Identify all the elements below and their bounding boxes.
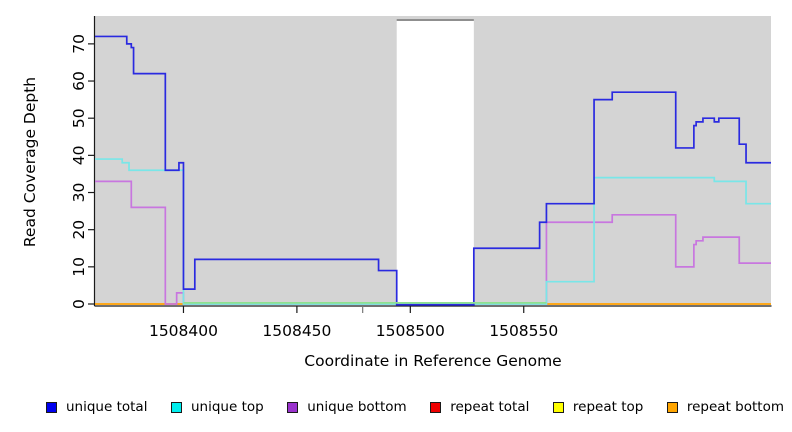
legend-swatch-icon bbox=[287, 401, 299, 413]
legend-swatch-icon bbox=[430, 401, 442, 413]
legend-item-unique-bottom: unique bottom bbox=[287, 399, 407, 415]
legend-item-unique-total: unique total bbox=[46, 399, 147, 415]
zero-coverage-gap bbox=[396, 21, 474, 305]
legend-swatch-icon bbox=[552, 401, 564, 413]
legend-label: repeat total bbox=[450, 399, 530, 415]
y-tick-label: 20 bbox=[70, 220, 88, 240]
y-tick-label: 10 bbox=[70, 257, 88, 277]
legend: unique total unique top unique bottom repea… bbox=[46, 399, 784, 415]
legend-label: repeat bottom bbox=[686, 399, 784, 415]
legend-label: unique top bbox=[191, 399, 264, 415]
legend-item-repeat-total: repeat total bbox=[430, 399, 529, 415]
x-tick-label: 1508450 bbox=[262, 322, 331, 340]
legend-label: unique bottom bbox=[307, 399, 407, 415]
y-tick-label: 0 bbox=[70, 299, 88, 309]
legend-swatch-icon bbox=[171, 401, 182, 413]
y-tick-label: 30 bbox=[70, 183, 88, 203]
series-unique-total-line bbox=[95, 35, 771, 306]
y-tick-label: 50 bbox=[70, 108, 88, 128]
y-tick-label: 60 bbox=[70, 71, 88, 91]
series-unique-bottom-line bbox=[95, 180, 771, 305]
legend-label: repeat top bbox=[572, 399, 644, 415]
legend-item-repeat-top: repeat top bbox=[552, 399, 644, 415]
x-tick-label: 1508550 bbox=[489, 322, 558, 340]
y-tick-label: 70 bbox=[70, 34, 88, 54]
legend-swatch-icon bbox=[46, 401, 57, 413]
y-axis-title: Read Coverage Depth bbox=[21, 76, 39, 248]
series-unique-top-line bbox=[95, 158, 771, 305]
legend-item-repeat-bottom: repeat bottom bbox=[666, 399, 784, 415]
y-tick-label: 40 bbox=[70, 145, 88, 165]
x-tick-label: 1508400 bbox=[149, 322, 218, 340]
x-tick-label: 1508500 bbox=[376, 322, 445, 340]
x-axis-title: Coordinate in Reference Genome bbox=[304, 352, 562, 370]
legend-item-unique-top: unique top bbox=[171, 399, 264, 415]
legend-swatch-icon bbox=[666, 401, 678, 413]
legend-label: unique total bbox=[66, 399, 148, 415]
